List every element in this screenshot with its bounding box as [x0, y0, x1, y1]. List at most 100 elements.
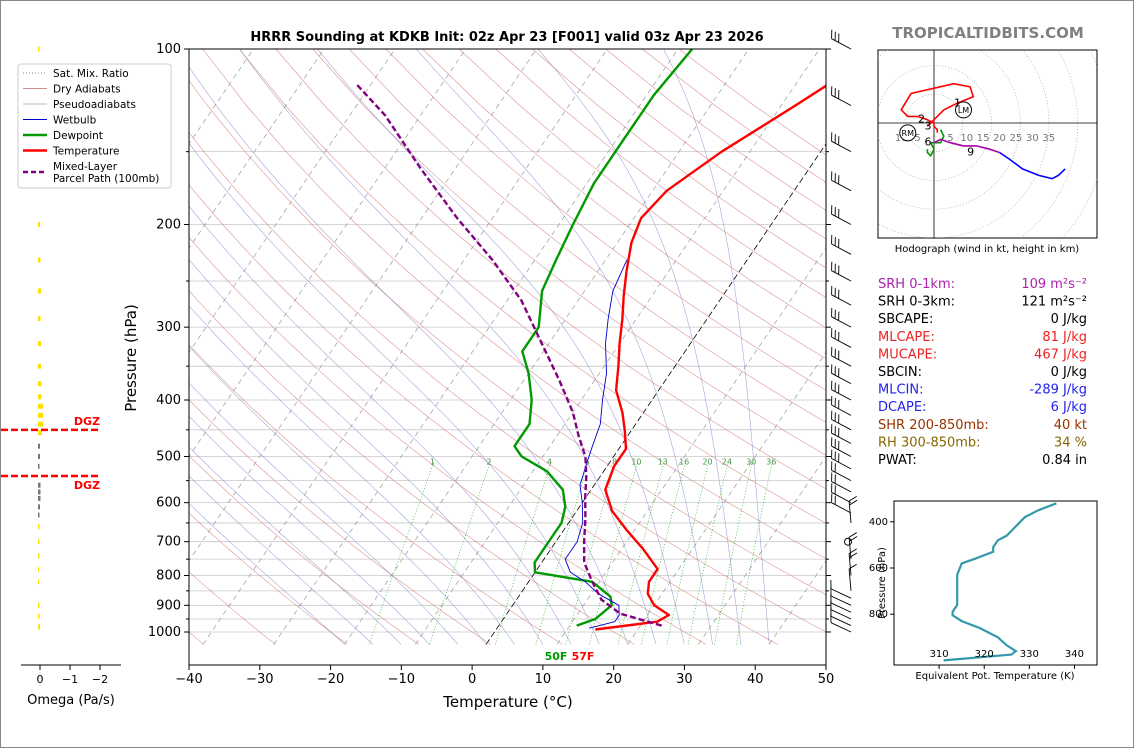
x-tick-label: −30: [246, 672, 273, 687]
omega-bar: [38, 566, 39, 572]
barb-shaft: [830, 602, 852, 613]
mixing-ratio-line: [368, 461, 435, 645]
wind-barb: [831, 346, 852, 367]
barb-flag: [834, 366, 836, 376]
y-tick-label: 300: [156, 320, 181, 335]
barb-flag: [834, 412, 836, 422]
omega-tick-label: −1: [62, 673, 78, 686]
dry-adiabat: [385, 49, 826, 391]
barb-flag: [831, 483, 833, 493]
barb-flag: [834, 134, 836, 144]
barb-flag: [834, 88, 836, 98]
legend-label: Mixed-Layer: [53, 161, 118, 173]
pseudoadiabat: [189, 259, 544, 645]
pseudoadiabat: [189, 142, 600, 645]
y-tick-label: 200: [156, 218, 181, 233]
barb-flag: [831, 461, 833, 471]
barb-flag: [838, 33, 840, 43]
x-tick-label: 20: [605, 672, 622, 687]
omega-bar: [38, 403, 43, 409]
omega-bar: [38, 489, 41, 495]
barb-shaft: [831, 445, 852, 457]
barb-flag: [849, 552, 858, 558]
barb-shaft: [831, 140, 852, 153]
barb-shaft: [848, 568, 852, 591]
pseudoadiabat: [189, 382, 459, 645]
theta-e-y-tick-label: 600: [869, 563, 888, 574]
index-label: DCAPE:: [878, 400, 926, 415]
wind-barb: [831, 171, 852, 192]
index-label: RH 300-850mb:: [878, 435, 981, 450]
hodo-ring-label: 25: [1010, 133, 1023, 144]
index-label: SBCIN:: [878, 365, 922, 380]
theta-e-xlabel: Equivalent Pot. Temperature (K): [915, 671, 1074, 682]
isotherm-line: [202, 49, 608, 645]
barb-flag: [838, 453, 840, 463]
theta-e-ylabel: Pressure (hPa): [877, 547, 888, 619]
legend-label: Parcel Path (100mb): [53, 173, 159, 185]
barb-flag: [831, 205, 833, 215]
y-tick-label: 1000: [148, 625, 181, 640]
dgz-label: DGZ: [74, 415, 100, 428]
temperature-line: [595, 84, 826, 631]
hodo-lm-marker: LM: [954, 101, 972, 119]
barb-shaft: [831, 458, 852, 470]
barb-shaft: [831, 270, 852, 282]
dewpoint-line: [513, 49, 694, 627]
wetbulb-line: [564, 259, 628, 629]
barb-shaft: [830, 609, 852, 620]
hodo-lm-circle: [954, 101, 972, 119]
omega-panel: 0 −1 −2 DGZ DGZ: [1, 46, 121, 686]
barb-flag: [838, 350, 840, 360]
wind-barb: [831, 483, 852, 504]
wind-barb: [831, 29, 852, 50]
barb-flag: [831, 346, 833, 356]
mixing-ratio-label: 2: [486, 457, 491, 466]
barb-shaft: [831, 179, 852, 192]
theta-e-y-tick-label: 400: [869, 517, 888, 528]
y-tick-label: 800: [156, 569, 181, 584]
isotherm-line: [273, 49, 679, 645]
barb-shaft: [831, 243, 852, 255]
indices-table: SRH 0-1km: 109 m²s⁻² SRH 0-3km: 121 m²s⁻² SB…: [878, 277, 1087, 468]
dry-adiabat: [202, 49, 826, 559]
barb-shaft: [830, 615, 852, 626]
barb-flag: [838, 289, 840, 299]
wind-barb: [831, 449, 852, 470]
barb-flag: [831, 171, 833, 181]
index-value: 81 J/kg: [1042, 330, 1087, 345]
pseudoadiabat: [189, 305, 515, 645]
index-value: 34 %: [1054, 435, 1087, 450]
wind-barb: [831, 472, 852, 493]
dry-adiabat: [189, 571, 276, 645]
x-tick-label: 30: [676, 672, 693, 687]
wind-barb: [831, 396, 852, 416]
barb-flag: [838, 238, 840, 248]
barb-flag: [834, 236, 836, 246]
barb-flag: [834, 382, 836, 392]
barb-flag: [834, 330, 836, 339]
barb-flag: [838, 399, 840, 409]
legend-label: Temperature: [52, 146, 120, 158]
wind-barb: [831, 235, 852, 255]
index-value: 467 J/kg: [1034, 347, 1087, 362]
barb-flag: [834, 397, 836, 407]
pseudoadiabat: [415, 49, 713, 645]
legend: Sat. Mix. Ratio Dry Adiabats Pseudoadiabat…: [17, 63, 172, 189]
omega-xlabel: Omega (Pa/s): [27, 693, 115, 708]
hodo-ring-label: 15: [977, 133, 990, 144]
index-label: SHR 200-850mb:: [878, 418, 989, 433]
omega-bar: [38, 624, 40, 630]
skewt-ylabel: Pressure (hPa): [122, 304, 140, 412]
hodo-ring-label: 35: [1042, 133, 1055, 144]
mixing-ratio-label: 16: [679, 457, 689, 466]
barb-flag: [831, 437, 833, 447]
barb-shaft: [830, 595, 852, 606]
barb-shaft: [830, 622, 852, 633]
barb-flag: [848, 495, 857, 502]
dry-adiabat: [189, 290, 635, 645]
mixing-ratio-line: [535, 461, 589, 645]
isotherm-line: [415, 49, 820, 645]
y-tick-label: 100: [156, 42, 181, 57]
barb-flag: [831, 235, 833, 245]
